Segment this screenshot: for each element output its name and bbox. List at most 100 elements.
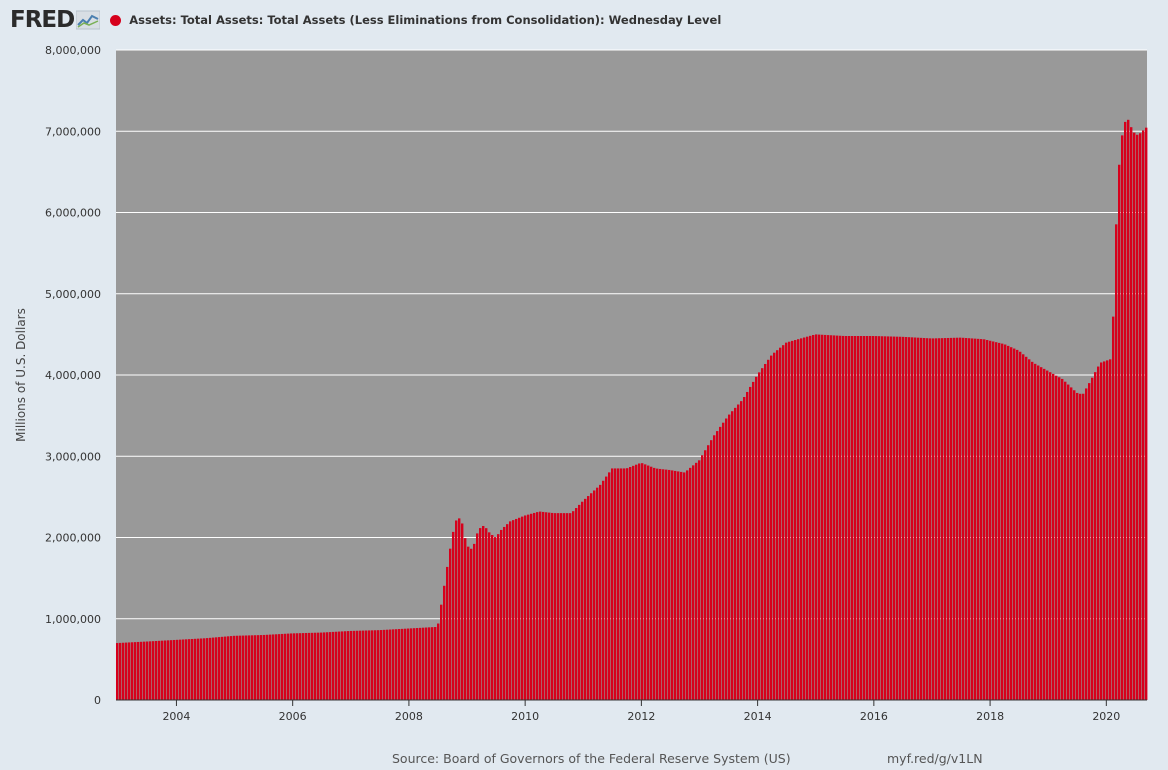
x-axis: 2004 2006 2008 2010 2012 2014 2016 2018 2020 (162, 700, 1120, 723)
bar (632, 465, 635, 700)
bar (575, 508, 578, 700)
bar (341, 631, 344, 700)
x-tick-label: 2004 (162, 710, 190, 723)
bar (839, 335, 842, 700)
bar (245, 635, 248, 700)
bar (770, 355, 773, 700)
short-url: myf.red/g/v1LN (887, 751, 983, 766)
bar (728, 414, 731, 700)
bar (1082, 393, 1085, 700)
bar (1001, 343, 1004, 700)
bar (395, 629, 398, 700)
bar (233, 635, 236, 700)
bar (857, 336, 860, 700)
bar (290, 633, 293, 700)
bar (689, 467, 692, 700)
bar (185, 639, 188, 700)
bar (830, 335, 833, 700)
bar (257, 635, 260, 700)
bar (1061, 378, 1064, 700)
bar (413, 628, 416, 700)
bar (350, 630, 353, 700)
bar (611, 468, 614, 700)
bar (464, 538, 467, 700)
bar (626, 468, 629, 700)
bar (641, 463, 644, 700)
bar (371, 630, 374, 700)
bar (998, 342, 1001, 700)
bar (692, 465, 695, 700)
x-tick-label: 2010 (511, 710, 539, 723)
bar (578, 504, 581, 700)
bar (599, 484, 602, 700)
bar (1088, 383, 1091, 700)
bar (818, 334, 821, 700)
bar (779, 347, 782, 700)
bar (842, 335, 845, 700)
bar (200, 638, 203, 700)
bar (1067, 384, 1070, 700)
bar (149, 641, 152, 700)
bar (206, 638, 209, 700)
bar (485, 528, 488, 700)
bar (446, 566, 449, 700)
bar (872, 336, 875, 700)
bar (479, 528, 482, 700)
bar (287, 633, 290, 700)
bar (662, 469, 665, 700)
bar (614, 468, 617, 700)
bar (1079, 393, 1082, 700)
bar (581, 501, 584, 700)
y-tick-label: 6,000,000 (45, 207, 101, 220)
bar (659, 468, 662, 700)
y-tick-label: 0 (94, 694, 101, 707)
bar (608, 472, 611, 700)
bar (545, 512, 548, 700)
y-tick-label: 7,000,000 (45, 125, 101, 138)
bar (458, 518, 461, 700)
bar (1049, 372, 1052, 700)
bar (650, 466, 653, 700)
bar (164, 640, 167, 700)
bar (1118, 164, 1121, 701)
bar (932, 338, 935, 700)
bar (587, 496, 590, 700)
bar (500, 529, 503, 700)
bar (491, 534, 494, 700)
bar (911, 337, 914, 700)
bar (704, 450, 707, 700)
bar (494, 537, 497, 700)
bar (1070, 387, 1073, 700)
bar (602, 480, 605, 700)
bar (317, 632, 320, 700)
bar (215, 637, 218, 700)
bar (1142, 130, 1145, 700)
bar (851, 336, 854, 700)
bar (1097, 366, 1100, 700)
chart-header: FRED Assets: Total Assets: Total Assets … (10, 6, 721, 34)
bar (452, 531, 455, 700)
bar (950, 337, 953, 700)
bar (740, 401, 743, 700)
bar (902, 336, 905, 700)
bar (674, 470, 677, 700)
bar (1073, 390, 1076, 700)
bar (134, 642, 137, 700)
bar (971, 338, 974, 700)
bar (449, 548, 452, 700)
bar (1106, 360, 1109, 700)
bar (878, 336, 881, 700)
bar (881, 336, 884, 700)
fred-chart-logo-icon (76, 10, 101, 30)
bar (515, 518, 518, 700)
bar (629, 467, 632, 700)
bar (338, 631, 341, 700)
bar (923, 338, 926, 700)
bar (695, 462, 698, 700)
bar (146, 641, 149, 700)
bar (551, 512, 554, 700)
bar (389, 629, 392, 700)
bar (1145, 127, 1148, 701)
bar (533, 512, 536, 700)
bar (1136, 134, 1139, 701)
